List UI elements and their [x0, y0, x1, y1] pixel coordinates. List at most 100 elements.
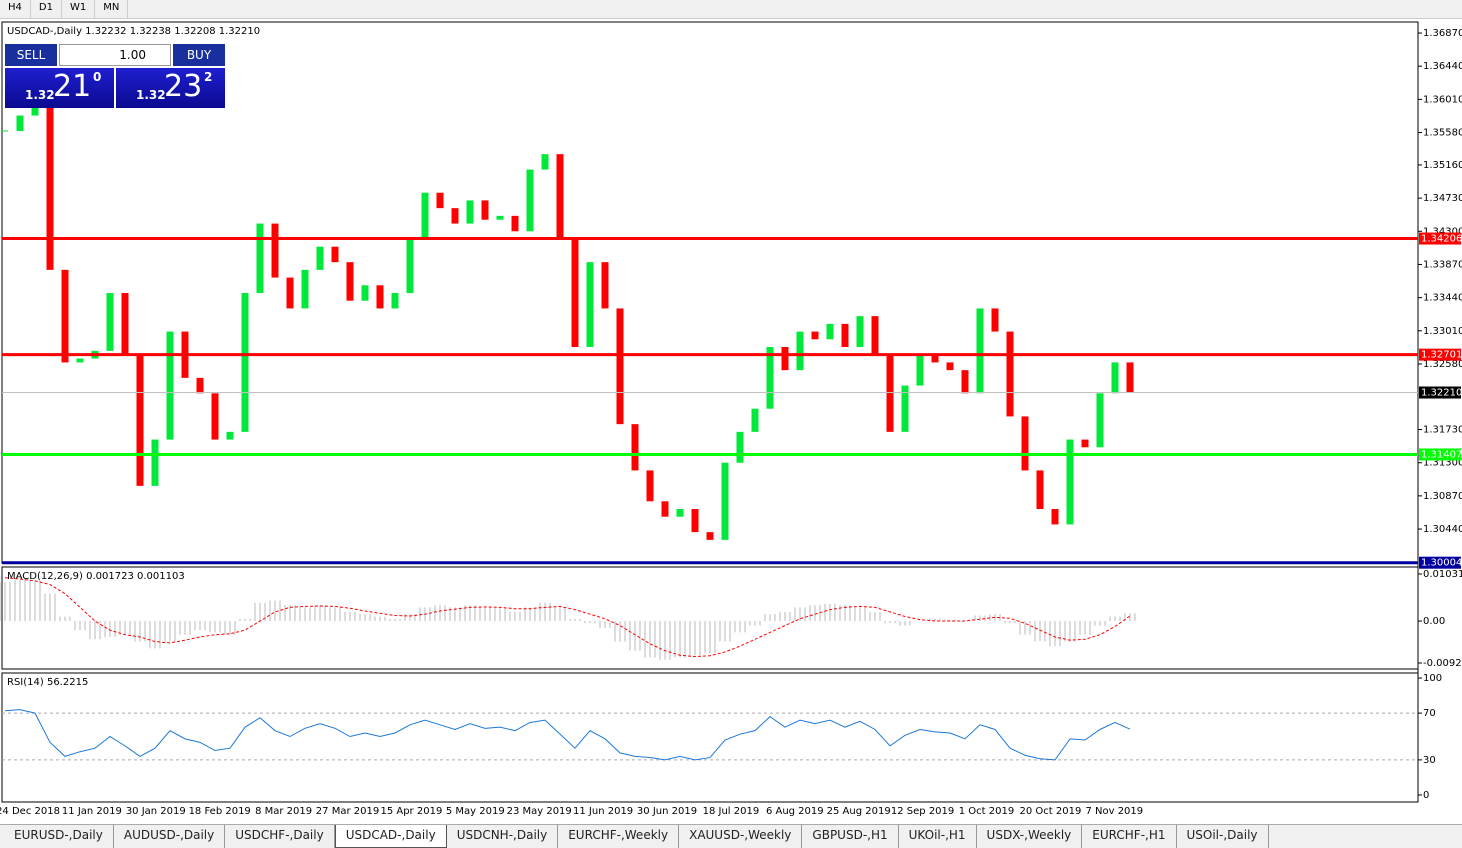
candle [841, 323, 849, 348]
y-tick-label: 1.33440 [1423, 293, 1462, 304]
x-tick-label: 27 Mar 2019 [316, 806, 379, 817]
price-level-tag [1419, 448, 1461, 461]
candle [751, 408, 759, 432]
symbol-tab[interactable]: XAUUSD-,Weekly [679, 825, 803, 848]
y-tick-label: 100 [1423, 673, 1442, 684]
symbol-tab[interactable]: UKOil-,H1 [899, 825, 977, 848]
candle [1051, 509, 1059, 525]
candle [1111, 362, 1119, 394]
symbol-tab[interactable]: EURUSD-,Daily [4, 825, 114, 848]
x-tick-label: 5 May 2019 [446, 806, 505, 817]
candle [781, 347, 789, 371]
candle [421, 192, 429, 240]
x-tick-label: 24 Dec 2018 [0, 806, 60, 817]
pane-frame [1, 566, 1419, 670]
timeframe-tab[interactable]: W1 [62, 0, 96, 18]
x-tick-label: 11 Jun 2019 [573, 806, 633, 817]
price-level-label: 1.30004 [1421, 558, 1462, 569]
candle [1021, 416, 1029, 471]
price-pips: 23 [164, 69, 203, 104]
candle [541, 154, 549, 170]
symbol-tab[interactable]: EURCHF-,H1 [1082, 825, 1177, 848]
sell-price[interactable]: 1.32 21 0 [5, 68, 114, 108]
candle [916, 354, 924, 386]
x-tick-label: 25 Aug 2019 [827, 806, 891, 817]
y-tick-label: 0.00 [1423, 616, 1445, 627]
timeframe-tab[interactable]: MN [95, 0, 129, 18]
symbol-tab[interactable]: AUDUSD-,Daily [114, 825, 226, 848]
candle [571, 239, 579, 348]
candle [661, 501, 669, 517]
candle [526, 169, 534, 232]
candle [676, 509, 684, 517]
candle [646, 470, 654, 502]
y-tick-label: 1.30870 [1423, 491, 1462, 502]
y-tick-label: 30 [1423, 755, 1436, 766]
candle [511, 215, 519, 232]
candle [331, 246, 339, 263]
candle [301, 269, 309, 309]
y-tick-label: 1.35160 [1423, 160, 1462, 171]
candle [766, 347, 774, 409]
rsi-line [4, 709, 1131, 761]
x-tick-label: 20 Oct 2019 [1019, 806, 1081, 817]
candle [886, 354, 894, 432]
buy-price[interactable]: 1.32 23 2 [116, 68, 225, 108]
signal-line [4, 577, 1131, 658]
candle [481, 200, 489, 220]
symbol-tab[interactable]: USOil-,Daily [1177, 825, 1269, 848]
x-tick-label: 1 Oct 2019 [959, 806, 1014, 817]
symbol-tab[interactable]: USDCHF-,Daily [225, 825, 335, 848]
candle [376, 285, 384, 309]
x-tick-label: 18 Feb 2019 [189, 806, 251, 817]
timeframe-tab[interactable]: H4 [0, 0, 31, 18]
symbol-tab[interactable]: USDCNH-,Daily [447, 825, 559, 848]
candle [466, 200, 474, 224]
buy-button[interactable]: BUY [173, 44, 225, 66]
candle [256, 223, 264, 294]
symbol-tab[interactable]: GBPUSD-,H1 [802, 825, 899, 848]
price-level-tag [1419, 348, 1461, 361]
price-sup: 0 [93, 70, 102, 84]
pane-title: MACD(12,26,9) 0.001723 0.001103 [7, 571, 185, 582]
y-tick-label: 1.36010 [1423, 94, 1462, 105]
candle [871, 316, 879, 355]
y-tick-label: 1.31730 [1423, 425, 1462, 436]
symbol-tab[interactable]: EURCHF-,Weekly [558, 825, 680, 848]
y-tick-label: 1.33870 [1423, 259, 1462, 270]
x-tick-label: 12 Sep 2019 [891, 806, 954, 817]
pane-title: RSI(14) 56.2215 [7, 677, 88, 688]
candle [1006, 331, 1014, 417]
candle [451, 208, 459, 224]
y-tick-label: 1.36870 [1423, 28, 1462, 39]
candle [856, 316, 864, 348]
candle [46, 107, 54, 270]
candle [286, 277, 294, 309]
symbol-tab[interactable]: USDX-,Weekly [977, 825, 1083, 848]
candle [436, 192, 444, 209]
candle [271, 223, 279, 278]
x-tick-label: 23 May 2019 [507, 806, 572, 817]
candle [166, 331, 174, 440]
candle [811, 331, 819, 340]
symbol-tabs: EURUSD-,Daily AUDUSD-,Daily USDCHF-,Daily U… [0, 824, 1462, 848]
y-tick-label: 70 [1423, 708, 1436, 719]
sell-button[interactable]: SELL [5, 44, 57, 66]
candle [196, 377, 204, 394]
lot-input[interactable]: 1.00 [59, 44, 171, 66]
symbol-tab[interactable]: USDCAD-,Daily [334, 825, 447, 848]
candle [601, 262, 609, 309]
pane-title: USDCAD-,Daily 1.32232 1.32238 1.32208 1.… [7, 26, 260, 37]
candle [241, 293, 249, 432]
candle [391, 293, 399, 309]
candle [361, 285, 369, 301]
timeframe-tab[interactable]: D1 [31, 0, 62, 18]
candle [61, 269, 69, 363]
y-tick-label: 1.32580 [1423, 359, 1462, 370]
candle [1081, 439, 1089, 448]
current-price-label: 1.32210 [1421, 388, 1462, 399]
price-level-label: 1.32701 [1421, 350, 1462, 361]
candle [691, 509, 699, 533]
y-tick-label: 0 [1423, 790, 1429, 801]
